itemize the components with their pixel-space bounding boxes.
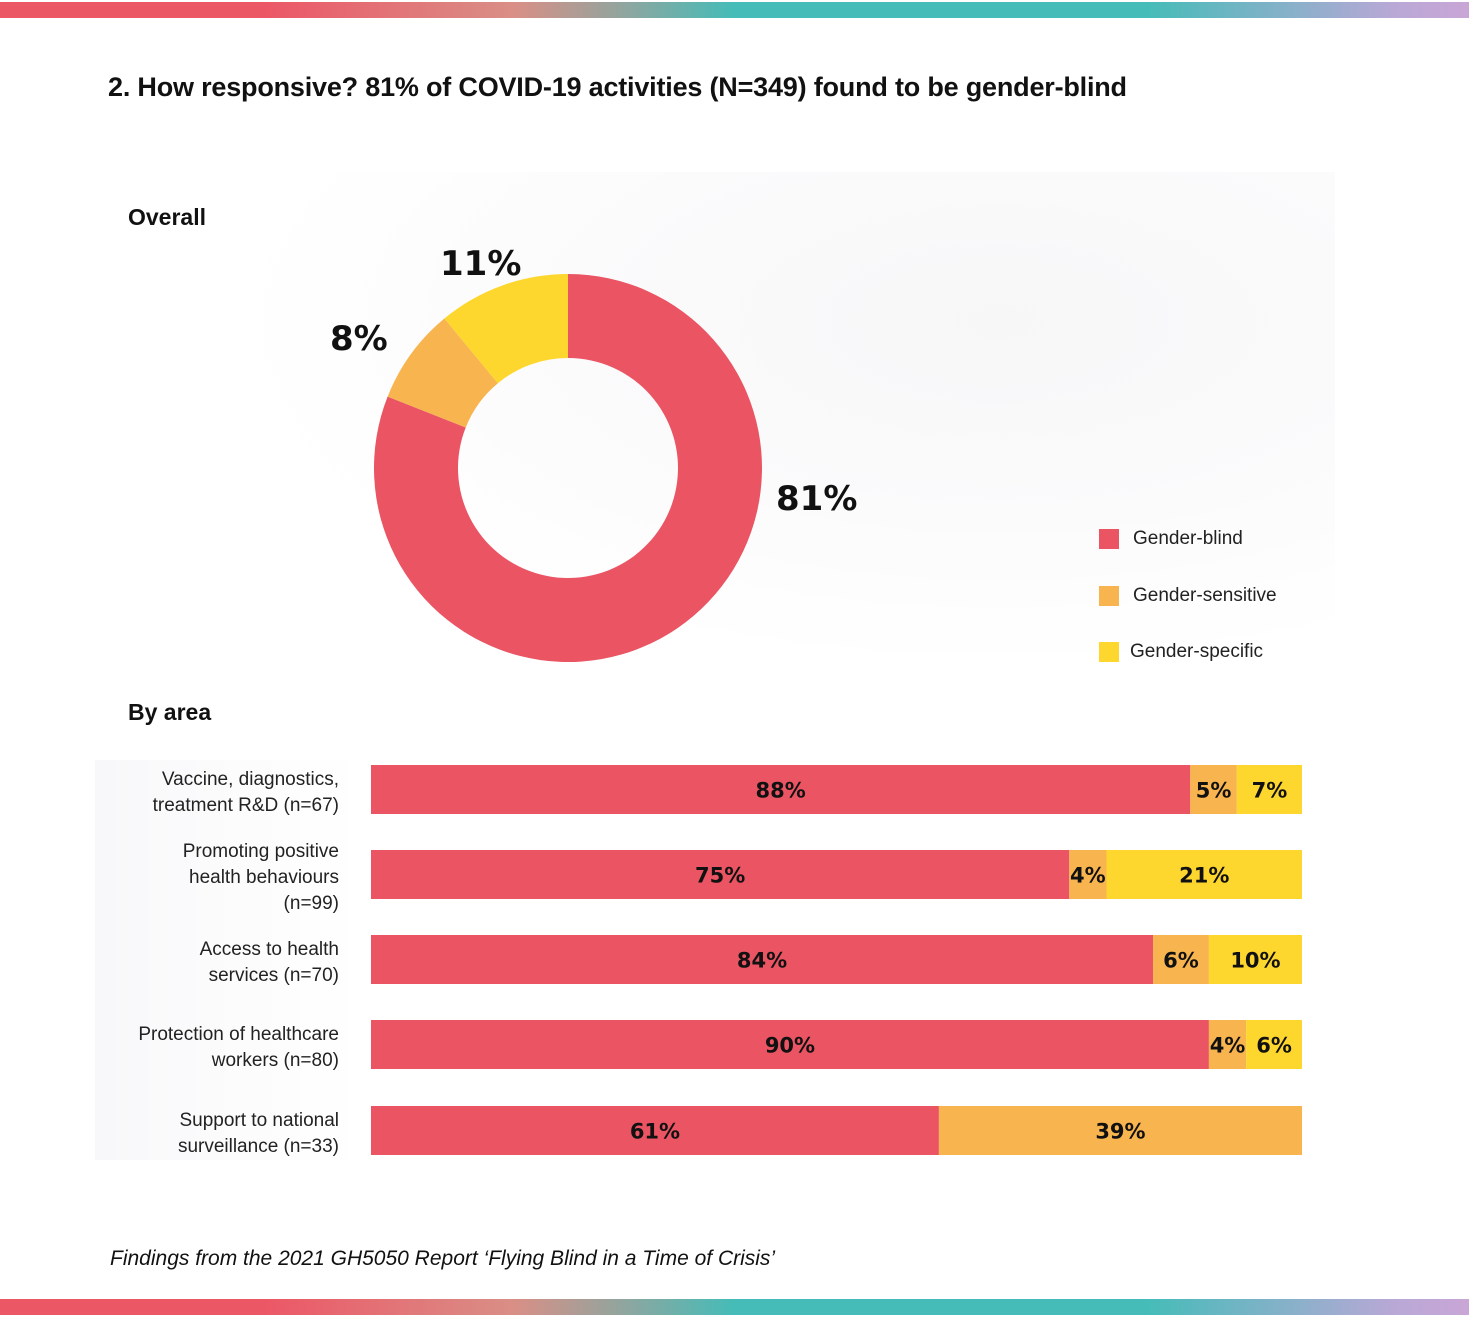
row-label-line: Support to national [179,1110,339,1131]
donut-slice-gender-specific [444,274,568,384]
bar-data-label: 6% [1256,1034,1292,1058]
bar-segment-gender-sensitive [938,1106,1302,1155]
overall-heading: Overall [128,204,206,230]
by-area-heading: By area [128,699,212,725]
row-label-line: Protection of healthcare [138,1024,339,1045]
bar-segment-gender-sensitive [1153,935,1209,984]
row-label-surveillance: Support to national surveillance (n=33) [79,1108,339,1160]
bar-data-label: 4% [1070,864,1106,888]
bar-segment-gender-blind [371,765,1191,814]
legend-swatch-gender-blind [1099,529,1119,549]
legend-swatch-gender-specific [1099,642,1119,662]
row-label-line: treatment R&D (n=67) [152,795,339,816]
row-label-line: workers (n=80) [211,1050,339,1071]
bar-data-label: 75% [695,864,745,888]
bar-segment-gender-specific [1246,1020,1302,1069]
bar-data-label: 61% [630,1120,680,1144]
donut-slice-gender-blind [374,274,762,662]
bottom-gradient-stripe [0,1299,1469,1315]
bar-row: 90% 4% 6% [371,1020,1302,1069]
row-label-line: Access to health [199,939,339,960]
legend-item-gender-specific: Gender-specific [1099,641,1263,663]
bar-segment-gender-blind [371,1020,1209,1069]
bar-segment-gender-sensitive [1069,850,1107,899]
donut-label-gender-sensitive: 8% [330,319,388,359]
bar-data-label: 90% [765,1034,815,1058]
donut-label-gender-specific: 11% [440,244,521,284]
bar-data-label: 10% [1230,949,1280,973]
donut-chart: 81% 8% 11% [330,244,857,662]
bar-data-label: 88% [756,779,806,803]
bar-segment-gender-sensitive [1190,765,1237,814]
legend-item-gender-blind: Gender-blind [1099,528,1243,550]
row-label-vaccine: Vaccine, diagnostics, treatment R&D (n=6… [79,767,339,819]
bar-row: 61% 39% [371,1106,1302,1155]
row-label-line: surveillance (n=33) [177,1136,339,1157]
bar-data-label: 7% [1252,779,1288,803]
bar-data-label: 21% [1179,864,1229,888]
row-label-line: health behaviours [189,867,339,888]
donut-label-gender-blind: 81% [776,479,857,519]
row-label-line: Vaccine, diagnostics, [161,769,339,790]
bar-data-label: 84% [737,949,787,973]
chart-title: 2. How responsive? 81% of COVID-19 activ… [108,72,1127,102]
legend-label: Gender-blind [1133,528,1243,549]
bar-segment-gender-blind [371,935,1154,984]
row-label-protection: Protection of healthcare workers (n=80) [79,1022,339,1074]
footer-source: Findings from the 2021 GH5050 Report ‘Fl… [110,1247,776,1270]
donut-slice-gender-sensitive [387,318,498,428]
row-label-line: (n=99) [283,893,339,914]
bar-data-label: 39% [1095,1120,1145,1144]
legend-swatch-gender-sensitive [1099,586,1119,606]
bar-data-label: 5% [1196,779,1232,803]
bar-segment-gender-specific [1208,935,1302,984]
row-label-promoting: Promoting positive health behaviours (n=… [79,839,339,917]
bar-segment-gender-sensitive [1208,1020,1247,1069]
legend-label: Gender-specific [1130,641,1264,662]
bar-segment-gender-specific [1236,765,1302,814]
bar-segment-gender-specific [1106,850,1302,899]
legend-label: Gender-sensitive [1133,585,1277,606]
bar-data-label: 6% [1163,949,1199,973]
background-shade-left [95,760,365,1160]
bar-row: 84% 6% 10% [371,935,1302,984]
bar-row: 75% 4% 21% [371,850,1302,899]
bar-data-label: 4% [1210,1034,1246,1058]
bar-segment-gender-blind [371,1106,939,1155]
row-label-line: services (n=70) [208,965,339,986]
legend-item-gender-sensitive: Gender-sensitive [1099,585,1277,607]
bar-row: 88% 5% 7% [371,765,1302,814]
bar-segment-gender-blind [371,850,1070,899]
row-label-access: Access to health services (n=70) [79,937,339,989]
top-gradient-stripe [0,2,1469,18]
row-label-line: Promoting positive [182,841,339,862]
